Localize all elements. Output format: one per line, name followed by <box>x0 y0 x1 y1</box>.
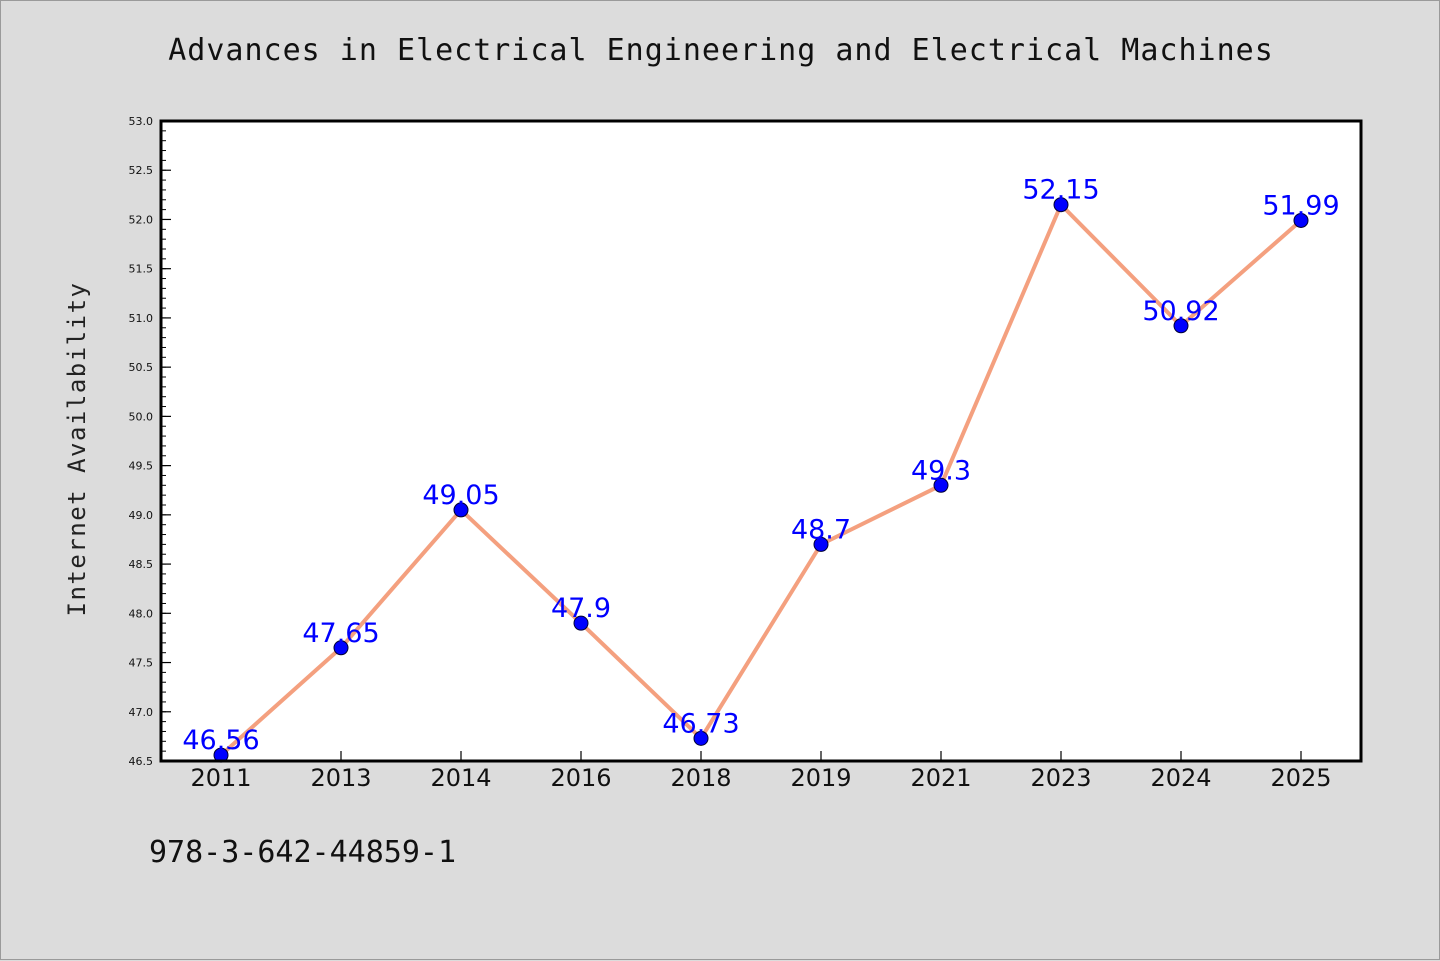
x-tick-label: 2023 <box>1030 764 1091 792</box>
data-point <box>693 730 709 746</box>
data-label: 47.9 <box>551 593 611 624</box>
data-label: 52.15 <box>1022 175 1099 206</box>
data-point <box>1053 197 1069 213</box>
x-tick-label: 2013 <box>310 764 371 792</box>
x-tick-label: 2011 <box>190 764 251 792</box>
y-tick-label: 51.0 <box>129 312 154 325</box>
series-line <box>219 202 1303 758</box>
x-tick-label: 2016 <box>550 764 611 792</box>
data-label: 51.99 <box>1262 190 1339 221</box>
y-tick-label: 53.0 <box>129 115 154 128</box>
y-tick-label: 49.5 <box>129 460 154 473</box>
y-tick-label: 52.5 <box>129 164 154 177</box>
y-tick-label: 52.0 <box>129 213 154 226</box>
data-label: 50.92 <box>1142 296 1219 327</box>
data-point <box>1173 318 1189 334</box>
data-point <box>453 502 469 518</box>
data-point <box>1293 212 1309 228</box>
data-label: 49.3 <box>911 455 971 486</box>
y-tick-label: 47.0 <box>129 706 154 719</box>
plot-area <box>161 121 1361 761</box>
y-tick-label: 50.5 <box>129 361 154 374</box>
y-tick-label: 48.5 <box>129 558 154 571</box>
x-tick-label: 2025 <box>1270 764 1331 792</box>
data-label: 47.65 <box>302 618 379 649</box>
plot-frame <box>159 119 1363 763</box>
x-tick-label: 2021 <box>910 764 971 792</box>
isbn-footer: 978-3-642-44859-1 <box>149 835 457 870</box>
data-label: 49.05 <box>422 480 499 511</box>
data-label: 46.73 <box>662 708 739 739</box>
x-tick-label: 2018 <box>670 764 731 792</box>
data-point <box>573 615 589 631</box>
data-point <box>813 536 829 552</box>
data-label: 46.56 <box>182 725 259 756</box>
chart-title: Advances in Electrical Engineering and E… <box>168 33 1274 68</box>
x-tick-label: 2014 <box>430 764 491 792</box>
y-tick-label: 47.5 <box>129 657 154 670</box>
y-tick-label: 51.5 <box>129 263 154 276</box>
x-tick-label: 2024 <box>1150 764 1211 792</box>
y-tick-label: 48.0 <box>129 607 154 620</box>
data-point <box>333 640 349 656</box>
data-label: 48.7 <box>791 514 851 545</box>
data-point <box>933 477 949 493</box>
x-tick-label: 2019 <box>790 764 851 792</box>
y-tick-label: 49.0 <box>129 509 154 522</box>
y-tick-label: 46.5 <box>129 755 154 768</box>
y-tick-label: 50.0 <box>129 410 154 423</box>
